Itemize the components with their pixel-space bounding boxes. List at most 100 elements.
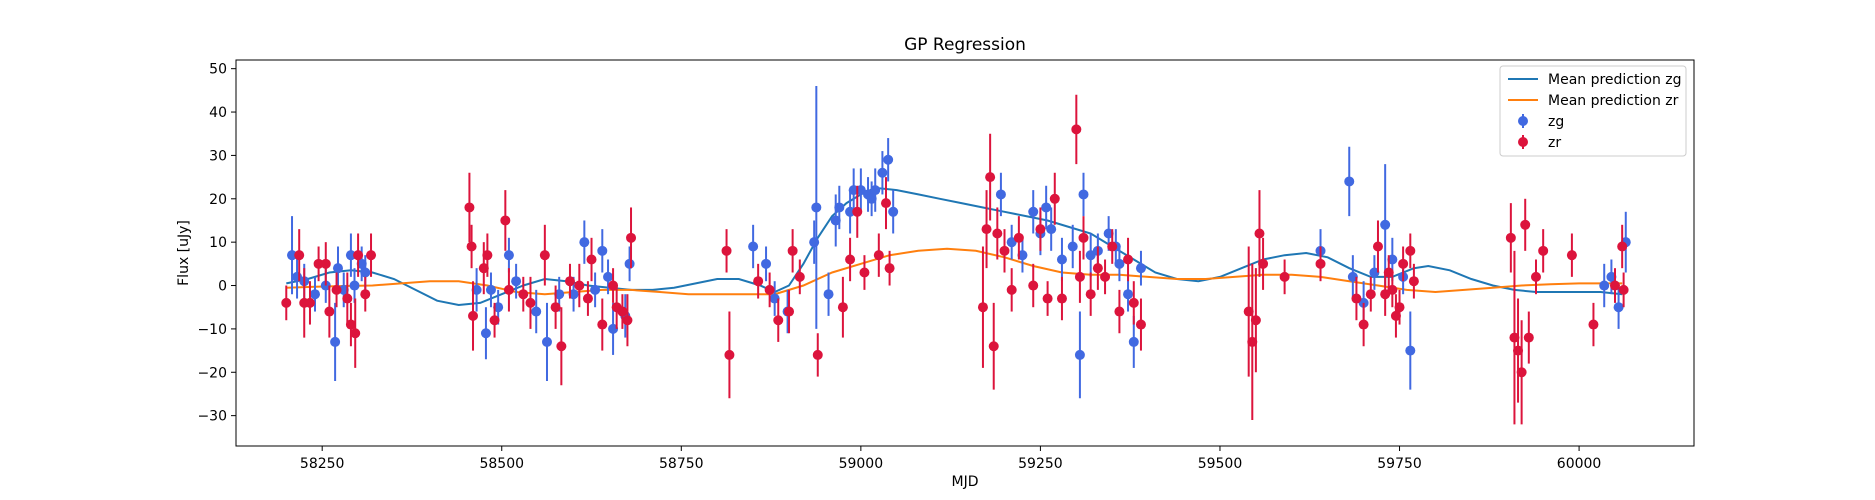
data-point (617, 306, 628, 317)
data-point (1056, 293, 1067, 304)
data-point (478, 263, 489, 274)
data-point (845, 254, 856, 265)
data-point (812, 349, 823, 360)
data-point (353, 250, 364, 261)
data-point (1405, 345, 1416, 356)
y-tick-label: 50 (209, 62, 227, 78)
series-layer (281, 86, 1631, 425)
data-point (350, 328, 361, 339)
data-point (1041, 202, 1052, 213)
data-point (485, 284, 496, 295)
data-point (1523, 332, 1534, 343)
legend-box (1499, 65, 1687, 157)
data-point (597, 245, 608, 256)
data-point (1017, 250, 1028, 261)
data-point (1516, 367, 1527, 378)
data-point (811, 202, 822, 213)
data-point (1035, 224, 1046, 235)
data-point (1530, 271, 1541, 282)
data-point (977, 302, 988, 313)
plot-area-bg (236, 60, 1694, 446)
data-point (1128, 336, 1139, 347)
data-point (550, 302, 561, 313)
data-point (579, 237, 590, 248)
x-tick-label: 60000 (1557, 456, 1602, 472)
x-tick-label: 58500 (479, 456, 524, 472)
y-tick-label: 30 (209, 148, 227, 164)
data-point (1588, 319, 1599, 330)
data-point (464, 202, 475, 213)
data-point (586, 254, 597, 265)
data-point (1107, 241, 1118, 252)
data-point (884, 263, 895, 274)
data-point (500, 215, 511, 226)
axes-frame (235, 59, 1695, 447)
data-point (1358, 319, 1369, 330)
data-point (1049, 193, 1060, 204)
data-point (794, 271, 805, 282)
data-point (556, 341, 567, 352)
data-point (773, 315, 784, 326)
data-point (287, 250, 298, 261)
data-point (1351, 293, 1362, 304)
data-point (1114, 306, 1125, 317)
data-point (1074, 349, 1085, 360)
data-point (468, 310, 479, 321)
data-point (338, 284, 349, 295)
plot-background (236, 60, 1694, 446)
data-point (1387, 254, 1398, 265)
data-point (541, 336, 552, 347)
data-point (1028, 280, 1039, 291)
data-point (1398, 258, 1409, 269)
data-point (480, 328, 491, 339)
data-point (489, 315, 500, 326)
data-point (1067, 241, 1078, 252)
data-point (503, 250, 514, 261)
y-tick-label: 20 (209, 192, 227, 208)
data-point (981, 224, 992, 235)
data-point (1383, 267, 1394, 278)
x-axis-label: MJD (952, 474, 979, 490)
y-tick-label: 10 (209, 235, 227, 251)
data-point (1369, 267, 1380, 278)
data-point (281, 297, 292, 308)
data-point (518, 289, 529, 300)
data-point (1006, 284, 1017, 295)
chart-title: GP Regression (904, 35, 1026, 55)
data-point (1513, 345, 1524, 356)
data-point (608, 323, 619, 334)
data-point (493, 302, 504, 313)
data-point (590, 284, 601, 295)
data-point (1613, 302, 1624, 313)
data-point (859, 267, 870, 278)
data-point (330, 336, 341, 347)
data-point (1617, 241, 1628, 252)
legend-marker-swatch (1518, 116, 1528, 126)
data-point (1315, 258, 1326, 269)
data-point (809, 237, 820, 248)
data-point (1509, 332, 1520, 343)
data-point (1078, 189, 1089, 200)
data-point (1380, 289, 1391, 300)
data-point (332, 263, 343, 274)
y-tick-label: 0 (218, 279, 227, 295)
data-point (888, 206, 899, 217)
data-point (877, 167, 888, 178)
data-point (1071, 124, 1082, 135)
data-point (995, 189, 1006, 200)
x-tick-label: 58750 (659, 456, 704, 472)
data-point (1135, 319, 1146, 330)
data-point (787, 245, 798, 256)
data-point (313, 258, 324, 269)
data-point (471, 284, 482, 295)
data-point (1566, 250, 1577, 261)
data-point (1250, 315, 1261, 326)
data-point (1347, 271, 1358, 282)
data-point (1344, 176, 1355, 187)
data-point (582, 293, 593, 304)
data-point (574, 280, 585, 291)
data-point (1505, 232, 1516, 243)
data-point (1599, 280, 1610, 291)
data-point (1100, 271, 1111, 282)
legend-label: zr (1548, 135, 1561, 151)
